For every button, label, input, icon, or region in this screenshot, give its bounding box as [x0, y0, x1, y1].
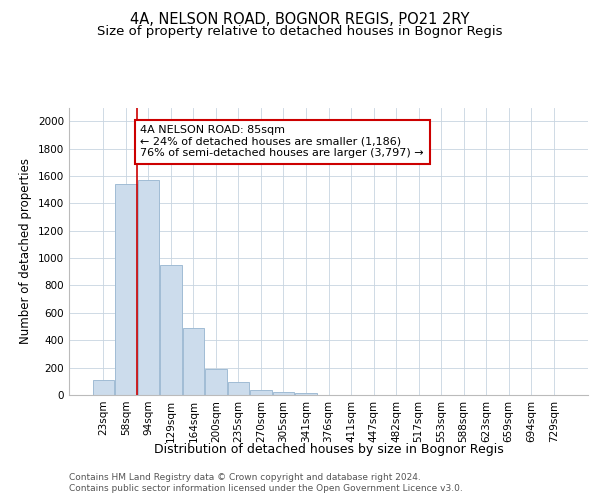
Text: Contains public sector information licensed under the Open Government Licence v3: Contains public sector information licen… — [69, 484, 463, 493]
Bar — [92, 380, 114, 395]
Bar — [228, 382, 249, 395]
Bar — [137, 180, 159, 395]
Bar — [250, 390, 272, 395]
Bar — [160, 265, 182, 395]
Y-axis label: Number of detached properties: Number of detached properties — [19, 158, 32, 344]
Bar — [205, 369, 227, 395]
Text: Distribution of detached houses by size in Bognor Regis: Distribution of detached houses by size … — [154, 442, 503, 456]
Bar — [182, 328, 204, 395]
Bar — [273, 392, 294, 395]
Bar — [115, 184, 137, 395]
Bar — [295, 393, 317, 395]
Text: 4A, NELSON ROAD, BOGNOR REGIS, PO21 2RY: 4A, NELSON ROAD, BOGNOR REGIS, PO21 2RY — [130, 12, 470, 28]
Text: 4A NELSON ROAD: 85sqm
← 24% of detached houses are smaller (1,186)
76% of semi-d: 4A NELSON ROAD: 85sqm ← 24% of detached … — [140, 125, 424, 158]
Text: Size of property relative to detached houses in Bognor Regis: Size of property relative to detached ho… — [97, 25, 503, 38]
Text: Contains HM Land Registry data © Crown copyright and database right 2024.: Contains HM Land Registry data © Crown c… — [69, 472, 421, 482]
